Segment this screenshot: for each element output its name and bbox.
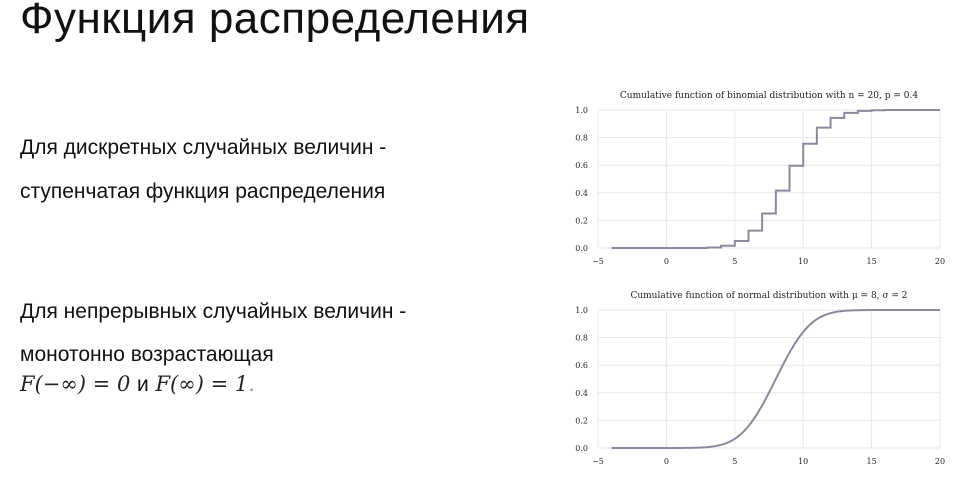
formula-conjunction: и <box>137 373 149 396</box>
formula-right: F(∞) = 1 <box>155 372 249 396</box>
x-tick-label: −5 <box>592 257 604 266</box>
x-tick-label: 10 <box>798 257 808 266</box>
formula-period: . <box>248 372 255 396</box>
formula-left: F(−∞) = 0 <box>20 372 131 396</box>
slide-title: Функция распределения <box>20 0 530 43</box>
y-tick-label: 0.4 <box>575 189 588 198</box>
y-tick-label: 0.4 <box>575 389 588 398</box>
y-tick-label: 1.0 <box>575 306 588 315</box>
x-tick-label: 15 <box>867 457 877 466</box>
limit-formula: F(−∞) = 0 и F(∞) = 1. <box>20 372 255 397</box>
y-tick-label: 0.8 <box>575 334 588 343</box>
x-tick-label: 5 <box>732 257 737 266</box>
x-tick-label: 0 <box>664 257 669 266</box>
normal-cdf-chart: Cumulative function of normal distributi… <box>575 291 945 466</box>
continuous-text-line-1: Для непрерывных случайных величин - <box>20 300 407 323</box>
y-tick-label: 0.8 <box>575 134 588 143</box>
x-tick-label: 20 <box>935 257 945 266</box>
x-tick-label: 10 <box>798 457 808 466</box>
x-tick-label: 5 <box>732 457 737 466</box>
series-line <box>611 109 940 249</box>
chart-title: Cumulative function of binomial distribu… <box>620 91 918 101</box>
series-line <box>611 309 940 449</box>
binomial-cdf-chart: Cumulative function of binomial distribu… <box>575 91 945 266</box>
y-tick-label: 0.0 <box>575 244 588 253</box>
x-tick-label: 20 <box>935 457 945 466</box>
y-tick-label: 0.0 <box>575 444 588 453</box>
discrete-text-line-1: Для дискретных случайных величин - <box>20 136 387 159</box>
y-tick-label: 0.6 <box>575 161 588 170</box>
y-tick-label: 0.6 <box>575 361 588 370</box>
y-tick-label: 0.2 <box>575 416 588 425</box>
x-tick-label: 15 <box>867 257 877 266</box>
chart-title: Cumulative function of normal distributi… <box>630 291 907 301</box>
x-tick-label: −5 <box>592 457 604 466</box>
y-tick-label: 0.2 <box>575 216 588 225</box>
continuous-text-line-2: монотонно возрастающая <box>20 343 274 366</box>
discrete-text-line-2: ступенчатая функция распределения <box>20 180 386 203</box>
x-tick-label: 0 <box>664 457 669 466</box>
y-tick-label: 1.0 <box>575 106 588 115</box>
